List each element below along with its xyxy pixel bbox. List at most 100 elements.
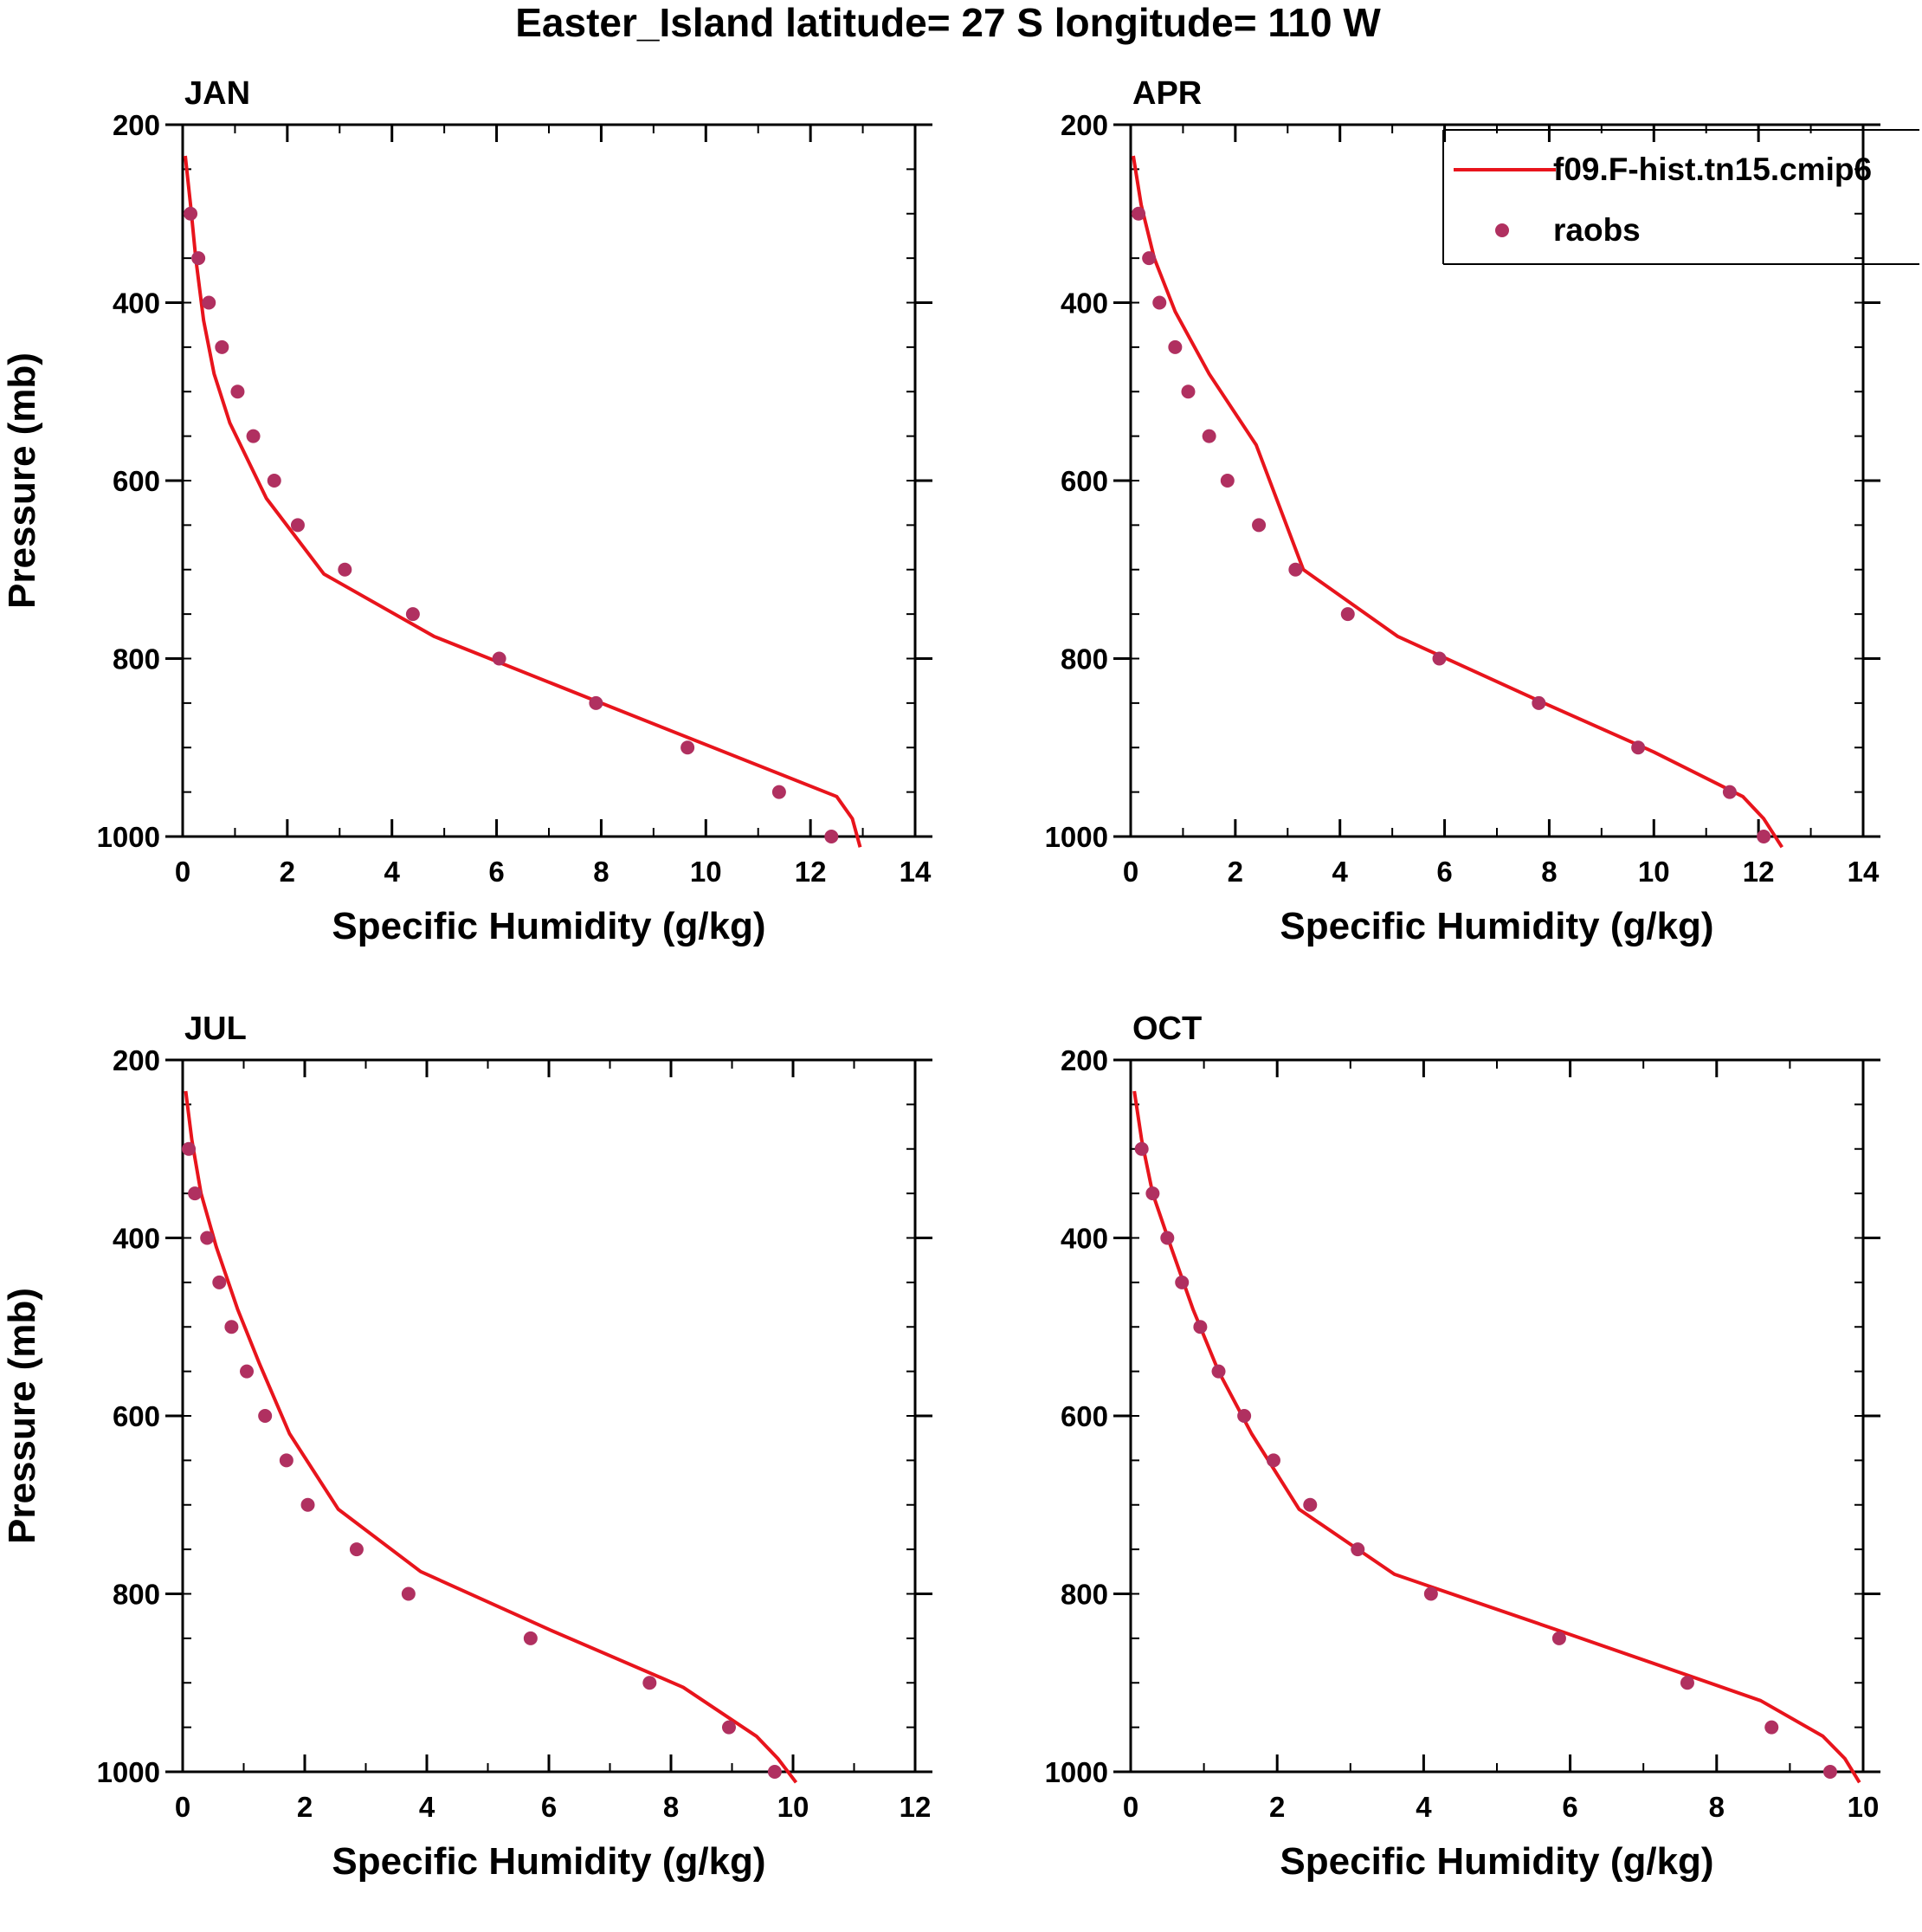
panel-jul: JUL 0 2 4 6 8 10 12 200 400 600 800 1000 Specific Hum… — [1, 1011, 932, 1883]
obs-point-jul — [279, 1453, 293, 1468]
obs-point-jul — [188, 1186, 203, 1201]
obs-point-jan — [191, 251, 206, 266]
x-tick-label: 6 — [1436, 856, 1452, 888]
obs-point-jul — [224, 1320, 239, 1334]
x-tick-label: 2 — [1228, 856, 1243, 888]
y-tick-label: 200 — [113, 109, 160, 141]
x-tick-label: 10 — [777, 1791, 809, 1823]
figure-title: Easter_Island latitude= 27 S longitude= … — [515, 0, 1381, 45]
obs-point-apr — [1168, 339, 1183, 354]
y-tick-label: 600 — [1061, 465, 1108, 497]
y-tick-label: 600 — [1061, 1400, 1108, 1432]
x-tick-label: 0 — [1123, 856, 1138, 888]
x-tick-label: 4 — [1416, 1791, 1432, 1823]
y-tick-label: 1000 — [97, 1756, 160, 1788]
obs-point-apr — [1532, 695, 1546, 710]
x-tick-label: 4 — [419, 1791, 435, 1823]
obs-point-jan — [290, 518, 305, 533]
obs-point-oct — [1193, 1320, 1208, 1334]
x-axis-label-oct: Specific Humidity (g/kg) — [1280, 1840, 1713, 1883]
obs-point-oct — [1211, 1364, 1226, 1379]
obs-point-apr — [1631, 740, 1646, 755]
x-tick-label: 12 — [795, 856, 827, 888]
plot-frame-apr — [1129, 123, 1865, 838]
x-tick-label: 0 — [175, 856, 190, 888]
x-tick-label: 14 — [1848, 856, 1880, 888]
obs-point-jul — [212, 1275, 227, 1289]
plot-frame-jul — [181, 1058, 917, 1774]
panel-jan: JAN 0 2 4 6 8 10 12 14 200 400 600 800 1000 Specific H… — [1, 75, 932, 947]
obs-point-jul — [642, 1676, 657, 1690]
obs-point-jul — [240, 1364, 255, 1379]
plot-frame-jan — [181, 123, 917, 838]
obs-point-oct — [1680, 1676, 1694, 1690]
obs-point-apr — [1142, 251, 1157, 266]
obs-point-jul — [200, 1231, 215, 1245]
obs-point-oct — [1145, 1186, 1160, 1201]
obs-point-jan — [230, 384, 245, 399]
legend-obs-label: raobs — [1553, 212, 1641, 248]
x-tick-label: 8 — [593, 856, 609, 888]
obs-point-apr — [1757, 830, 1771, 843]
y-tick-label: 800 — [1061, 1579, 1108, 1611]
obs-point-oct — [1551, 1631, 1566, 1645]
y-tick-label: 400 — [113, 1223, 160, 1255]
obs-point-apr — [1432, 651, 1447, 666]
obs-point-jul — [349, 1542, 364, 1557]
y-tick-label: 800 — [113, 643, 160, 675]
panel-title-oct: OCT — [1132, 1011, 1202, 1047]
model-line-apr — [1132, 155, 1783, 849]
obs-point-jul — [721, 1720, 736, 1735]
y-tick-label: 1000 — [97, 821, 160, 853]
x-tick-label: 8 — [1709, 1791, 1725, 1823]
obs-point-jan — [492, 651, 506, 666]
obs-point-jan — [246, 429, 261, 443]
obs-point-apr — [1252, 518, 1267, 533]
y-tick-label: 600 — [113, 465, 160, 497]
y-tick-label: 400 — [113, 288, 160, 320]
obs-point-oct — [1351, 1542, 1365, 1557]
x-tick-label: 8 — [663, 1791, 679, 1823]
panel-title-jul: JUL — [184, 1011, 247, 1047]
x-axis-label-apr: Specific Humidity (g/kg) — [1280, 905, 1713, 947]
obs-point-jan — [405, 607, 420, 622]
obs-point-jul — [767, 1765, 782, 1779]
obs-point-jul — [401, 1586, 416, 1601]
panel-apr: APR 0 2 4 6 8 10 12 14 200 400 600 800 1000 Specific H… — [1045, 75, 1919, 947]
y-tick-label: 800 — [113, 1579, 160, 1611]
obs-point-apr — [1288, 562, 1303, 577]
y-tick-label: 200 — [1061, 109, 1108, 141]
x-tick-label: 2 — [297, 1791, 313, 1823]
obs-point-jan — [824, 830, 839, 843]
obs-point-jan — [338, 562, 352, 577]
x-tick-label: 10 — [1848, 1791, 1880, 1823]
y-tick-label: 400 — [1061, 1223, 1108, 1255]
obs-point-jan — [267, 474, 281, 488]
obs-point-oct — [1160, 1231, 1175, 1245]
panel-oct: OCT 0 2 4 6 8 10 200 400 600 800 1000 Specific Humid… — [1045, 1011, 1880, 1883]
x-tick-label: 6 — [541, 1791, 557, 1823]
y-tick-label: 200 — [113, 1044, 160, 1076]
model-line-jul — [184, 1090, 798, 1784]
x-tick-label: 0 — [1123, 1791, 1138, 1823]
legend-model-label: f09.F-hist.tn15.cmip6 — [1553, 152, 1872, 187]
obs-point-apr — [1181, 384, 1196, 399]
x-tick-label: 6 — [488, 856, 504, 888]
y-tick-label: 400 — [1061, 288, 1108, 320]
y-tick-label: 600 — [113, 1400, 160, 1432]
x-tick-label: 2 — [280, 856, 295, 888]
x-axis-label-jul: Specific Humidity (g/kg) — [332, 1840, 765, 1883]
y-tick-label: 200 — [1061, 1044, 1108, 1076]
x-axis-label-jan: Specific Humidity (g/kg) — [332, 905, 765, 947]
legend: f09.F-hist.tn15.cmip6 raobs — [1442, 129, 1919, 265]
x-tick-label: 12 — [900, 1791, 932, 1823]
obs-point-oct — [1134, 1141, 1149, 1156]
x-tick-label: 4 — [384, 856, 401, 888]
obs-point-jul — [523, 1631, 538, 1645]
obs-point-oct — [1237, 1409, 1252, 1423]
y-axis-label-jan: Pressure (mb) — [1, 352, 43, 609]
x-tick-label: 10 — [690, 856, 722, 888]
obs-point-apr — [1340, 607, 1355, 622]
